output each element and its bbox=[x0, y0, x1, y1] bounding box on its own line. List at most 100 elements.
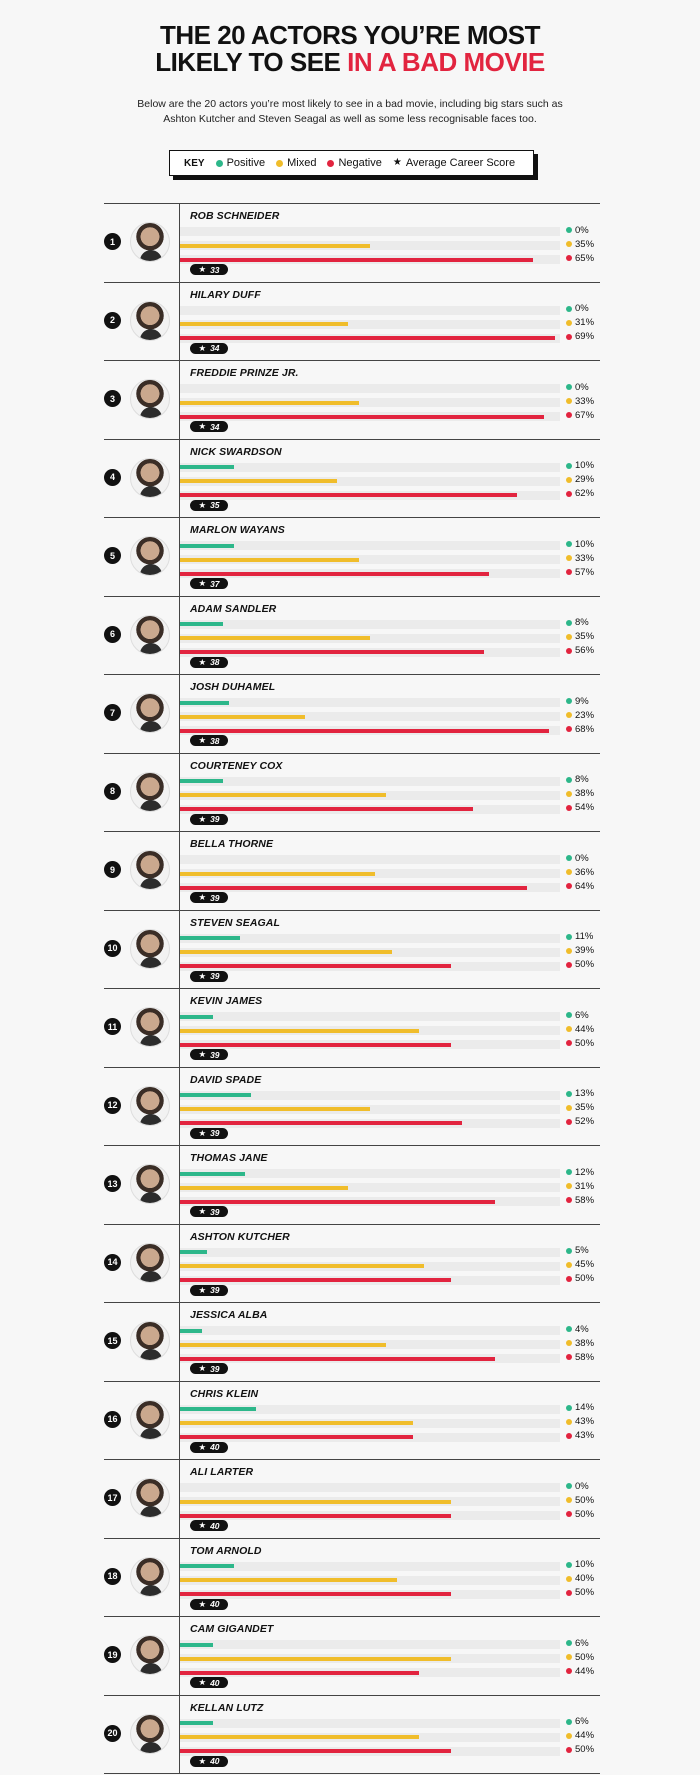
actor-name: ASHTON KUTCHER bbox=[190, 1230, 290, 1243]
negative-percentage: 68% bbox=[566, 722, 600, 736]
positive-percentage: 6% bbox=[566, 1636, 600, 1650]
rank-badge: 13 bbox=[104, 1175, 121, 1192]
positive-percentage: 8% bbox=[566, 773, 600, 787]
legend-mixed-label: Mixed bbox=[287, 157, 317, 169]
positive-bar bbox=[180, 1250, 208, 1254]
mixed-bar bbox=[180, 1342, 387, 1347]
career-score-badge: ★ 39 bbox=[190, 1284, 228, 1296]
positive-bar-track bbox=[180, 384, 560, 393]
mixed-bar-track bbox=[180, 1026, 560, 1035]
actor-name: TOM ARNOLD bbox=[190, 1544, 262, 1557]
career-score-badge: ★ 38 bbox=[190, 735, 228, 746]
mixed-percentage-value: 45% bbox=[575, 1259, 595, 1270]
positive-bar bbox=[180, 1171, 246, 1176]
positive-dot-icon bbox=[566, 933, 572, 940]
positive-bar bbox=[180, 1014, 213, 1019]
mixed-bar-track bbox=[180, 1340, 560, 1349]
career-score-badge: ★ 39 bbox=[190, 1049, 228, 1060]
career-score-value: 37 bbox=[210, 578, 220, 589]
mixed-bar-track bbox=[180, 1183, 560, 1192]
negative-bar bbox=[180, 414, 544, 419]
mixed-bar-track bbox=[180, 712, 560, 721]
positive-percentage: 9% bbox=[566, 694, 600, 708]
mixed-bar-track bbox=[180, 398, 560, 407]
positive-percentage: 10% bbox=[566, 1558, 600, 1572]
negative-percentage: 50% bbox=[566, 1743, 600, 1757]
positive-dot-icon bbox=[566, 1090, 572, 1097]
actor-row: 14 ASHTON KUTCHER ★ 39 5% 45% 50% bbox=[104, 1225, 600, 1303]
actor-row: 16 CHRIS KLEIN ★ 40 14% 43% 43% bbox=[104, 1382, 600, 1460]
positive-dot-icon bbox=[566, 227, 572, 233]
career-score-value: 34 bbox=[210, 343, 220, 353]
actor-ranking-list: 1 ROB SCHNEIDER ★ 33 0% 35% 65% 2 HILARY DUFF ★ 34… bbox=[104, 203, 600, 1774]
negative-percentage-value: 44% bbox=[575, 1665, 595, 1677]
star-icon: ★ bbox=[198, 1206, 207, 1216]
positive-bar bbox=[180, 622, 224, 626]
negative-bar-track bbox=[180, 1197, 560, 1206]
negative-percentage-value: 56% bbox=[575, 645, 595, 656]
career-score-badge: ★ 34 bbox=[190, 342, 228, 354]
negative-dot-icon bbox=[566, 490, 572, 497]
star-icon: ★ bbox=[198, 1598, 207, 1609]
actor-photo-icon bbox=[130, 536, 170, 576]
mixed-percentage: 40% bbox=[566, 1572, 600, 1586]
negative-bar-track bbox=[180, 1432, 560, 1442]
positive-percentage-value: 0% bbox=[575, 303, 589, 314]
negative-dot-icon bbox=[566, 1589, 572, 1596]
star-icon: ★ bbox=[198, 578, 207, 588]
rank-badge: 10 bbox=[104, 939, 121, 957]
actor-photo-icon bbox=[130, 1242, 170, 1283]
title-line-1: THE 20 ACTORS YOU’RE MOST bbox=[160, 20, 540, 50]
actor-name: CHRIS KLEIN bbox=[190, 1387, 259, 1400]
negative-bar bbox=[180, 1435, 414, 1439]
percentage-labels: 8% 38% 54% bbox=[566, 773, 600, 815]
actor-name: FREDDIE PRINZE JR. bbox=[190, 367, 299, 379]
negative-dot-icon bbox=[566, 1118, 572, 1125]
actor-row: 20 KELLAN LUTZ ★ 40 6% 44% 50% bbox=[104, 1696, 600, 1774]
actor-row: 11 KEVIN JAMES ★ 39 6% 44% 50% bbox=[104, 989, 600, 1068]
legend-score-label: Average Career Score bbox=[405, 157, 516, 169]
mixed-bar-track bbox=[180, 869, 560, 878]
career-score-value: 39 bbox=[210, 971, 220, 981]
negative-percentage: 58% bbox=[566, 1193, 600, 1207]
actor-photo-icon bbox=[130, 1635, 170, 1675]
negative-bar bbox=[180, 571, 490, 576]
rank-badge: 3 bbox=[104, 390, 121, 407]
career-score-badge: ★ 40 bbox=[190, 1441, 228, 1453]
actor-photo-icon bbox=[130, 1085, 170, 1126]
career-score-badge: ★ 33 bbox=[190, 264, 228, 275]
percentage-labels: 0% 35% 65% bbox=[566, 223, 600, 265]
star-icon: ★ bbox=[198, 735, 207, 745]
rank-badge: 1 bbox=[104, 233, 121, 250]
mixed-dot-icon bbox=[566, 476, 572, 483]
negative-dot-icon bbox=[566, 647, 572, 654]
negative-bar bbox=[180, 336, 555, 340]
mixed-bar bbox=[180, 714, 305, 719]
actor-photo-icon bbox=[130, 457, 170, 498]
percentage-labels: 10% 33% 57% bbox=[566, 537, 600, 579]
career-score-value: 39 bbox=[210, 814, 220, 824]
positive-dot-icon bbox=[566, 1483, 572, 1489]
negative-percentage-value: 50% bbox=[575, 1508, 595, 1520]
negative-bar-track bbox=[180, 1275, 560, 1285]
mixed-percentage-value: 29% bbox=[575, 474, 595, 485]
mixed-percentage: 50% bbox=[566, 1650, 600, 1664]
negative-bar-track bbox=[180, 255, 560, 264]
negative-percentage: 50% bbox=[566, 1507, 600, 1521]
career-score-value: 40 bbox=[210, 1677, 220, 1688]
positive-dot-icon bbox=[566, 384, 572, 390]
mixed-bar bbox=[180, 243, 370, 248]
mixed-bar-track bbox=[180, 1732, 560, 1742]
negative-percentage-value: 50% bbox=[575, 1744, 595, 1755]
actor-row: 1 ROB SCHNEIDER ★ 33 0% 35% 65% bbox=[104, 204, 600, 283]
mixed-bar bbox=[180, 1264, 425, 1268]
mixed-dot-icon bbox=[566, 1183, 572, 1189]
negative-bar-track bbox=[180, 412, 560, 421]
mixed-bar bbox=[180, 1735, 419, 1739]
mixed-percentage: 38% bbox=[566, 787, 600, 801]
career-score-badge: ★ 34 bbox=[190, 421, 228, 432]
negative-bar-track bbox=[180, 1511, 560, 1520]
star-icon: ★ bbox=[198, 499, 207, 510]
positive-dot-icon bbox=[566, 1169, 572, 1175]
negative-percentage-value: 50% bbox=[575, 959, 595, 970]
